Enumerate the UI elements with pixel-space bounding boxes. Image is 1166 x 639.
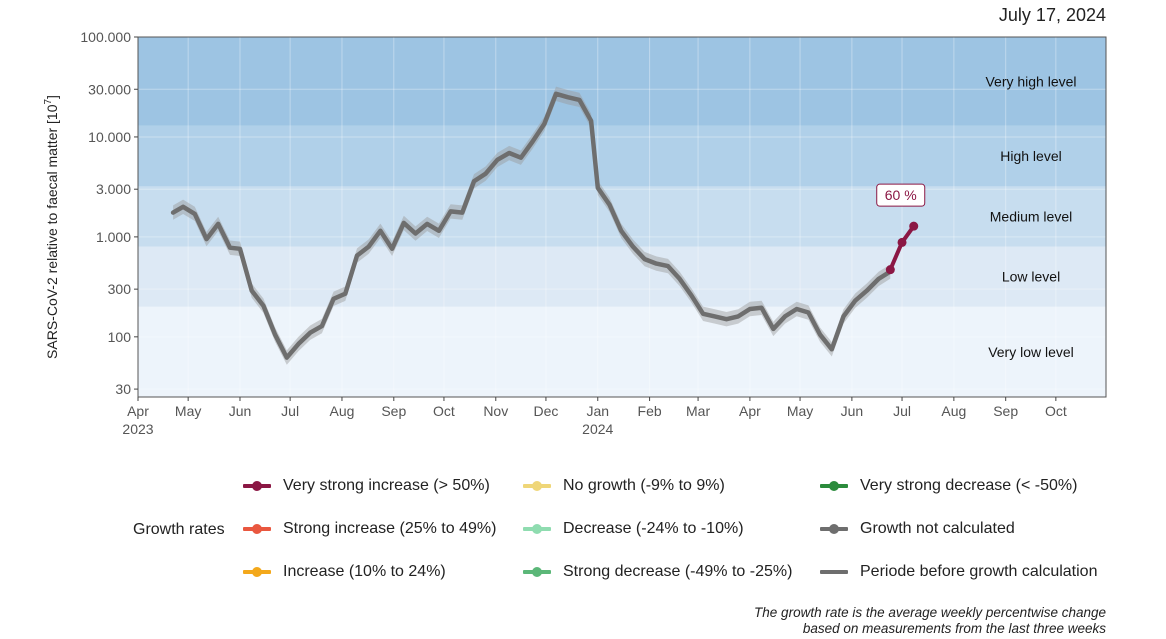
legend-swatch-3 [523,475,551,497]
x-year-label-1: 2024 [582,421,613,437]
latest-point-0 [885,265,895,275]
chart-date: July 17, 2024 [998,5,1106,25]
caption-line-2: based on measurements from the last thre… [802,621,1106,636]
legend-label-0: Very strong increase (> 50%) [283,477,490,494]
band-3 [138,125,1106,187]
series-line-before [170,91,893,360]
band-label-2: Medium level [990,208,1072,224]
growth-label-box [876,183,926,207]
band-label-3: High level [1000,148,1061,164]
latest-point-2 [909,221,919,231]
x-tick-label-17: Sep [993,403,1018,419]
legend-label-1: Strong increase (25% to 49%) [283,520,497,537]
level-bands [138,37,1106,397]
axes: 30 100 300 1.000 3.000 10.000 30.000 100.000 Apr… [43,29,1107,437]
legend-label-7: Growth not calculated [860,520,1015,537]
y-tick-label-5: 10.000 [88,129,131,145]
chart-labels: Very low level Low level Medium level High … [876,73,1077,360]
caption-line-1: The growth rate is the average weekly pe… [754,605,1106,620]
y-tick-label-7: 100.000 [80,29,131,45]
legend-item-3: No growth (-9% to 9%) [523,475,725,497]
y-tick-label-2: 300 [108,281,132,297]
band-0 [138,306,1106,397]
x-tick-label-13: May [787,403,813,419]
legend-swatch-7 [820,518,848,540]
x-tick-label-11: Mar [686,403,710,419]
band-label-1: Low level [1002,269,1060,285]
x-year-label-0: 2023 [122,421,153,437]
growth-label: 60 % [885,187,917,203]
legend-label-5: Strong decrease (-49% to -25%) [563,563,793,580]
legend-swatch-2 [243,561,271,583]
x-tick-label-16: Aug [941,403,966,419]
y-tick-label-1: 100 [108,329,132,345]
legend-item-4: Decrease (-24% to -10%) [523,518,744,540]
legend-swatch-point [829,481,839,491]
x-tick-label-2: Jun [229,403,252,419]
legend-swatch-1 [243,518,271,540]
legend-label-6: Very strong decrease (< -50%) [860,477,1078,494]
x-tick-label-1: May [175,403,201,419]
legend-swatch-point [252,481,262,491]
grid-lines [137,36,1106,397]
x-tick-label-10: Feb [638,403,662,419]
x-tick-label-3: Jul [281,403,299,419]
y-tick-label-3: 1.000 [96,229,131,245]
legend-swatch-point [252,524,262,534]
x-tick-label-15: Jul [893,403,911,419]
legend-item-1: Strong increase (25% to 49%) [243,518,496,540]
legend-label-3: No growth (-9% to 9%) [563,477,725,494]
legend-swatch-point [532,524,542,534]
legend-swatch-6 [820,475,848,497]
caption: The growth rate is the average weekly pe… [754,605,1106,637]
x-tick-label-7: Nov [483,403,508,419]
legend-swatch-line [820,570,848,574]
legend-swatch-4 [523,518,551,540]
legend-label-2: Increase (10% to 24%) [283,563,446,580]
wastewater-chart: 30 100 300 1.000 3.000 10.000 30.000 100.000 Apr… [43,29,1107,437]
legend-swatch-point [532,567,542,577]
x-tick-label-14: Jun [841,403,864,419]
series-lines [170,91,919,360]
legend-label-4: Decrease (-24% to -10%) [563,520,744,537]
legend: Growth rates Very strong increase (> 50%… [0,470,1166,590]
x-tick-label-9: Jan [586,403,609,419]
legend-item-7: Growth not calculated [820,518,1015,540]
band-4 [138,37,1106,126]
latest-point-1 [897,237,907,247]
legend-item-0: Very strong increase (> 50%) [243,475,490,497]
x-tick-label-12: Apr [739,403,761,419]
legend-label-8: Periode before growth calculation [860,563,1098,580]
x-tick-label-0: Apr [127,403,149,419]
x-tick-label-8: Dec [533,403,558,419]
x-tick-label-6: Oct [433,403,455,419]
band-2 [138,186,1106,247]
band-label-4: Very high level [985,73,1076,89]
panel-border [137,36,1107,398]
legend-item-6: Very strong decrease (< -50%) [820,475,1077,497]
legend-item-8: Periode before growth calculation [820,561,1097,583]
legend-swatch-point [829,524,839,534]
band-1 [138,246,1106,307]
legend-swatch-0 [243,475,271,497]
legend-swatch-point [252,567,262,577]
y-tick-label-6: 30.000 [88,81,131,97]
legend-item-5: Strong decrease (-49% to -25%) [523,561,792,583]
legend-swatch-point [532,481,542,491]
x-tick-label-4: Aug [330,403,355,419]
legend-title: Growth rates [133,521,225,538]
x-tick-label-5: Sep [381,403,406,419]
y-tick-label-4: 3.000 [96,181,131,197]
band-label-0: Very low level [988,344,1074,360]
y-axis-title: SARS-CoV-2 relative to faecal matter [10… [43,95,60,359]
legend-swatch-8 [820,561,848,583]
legend-item-2: Increase (10% to 24%) [243,561,446,583]
legend-swatch-5 [523,561,551,583]
x-tick-label-18: Oct [1045,403,1067,419]
y-tick-label-0: 30 [115,381,131,397]
